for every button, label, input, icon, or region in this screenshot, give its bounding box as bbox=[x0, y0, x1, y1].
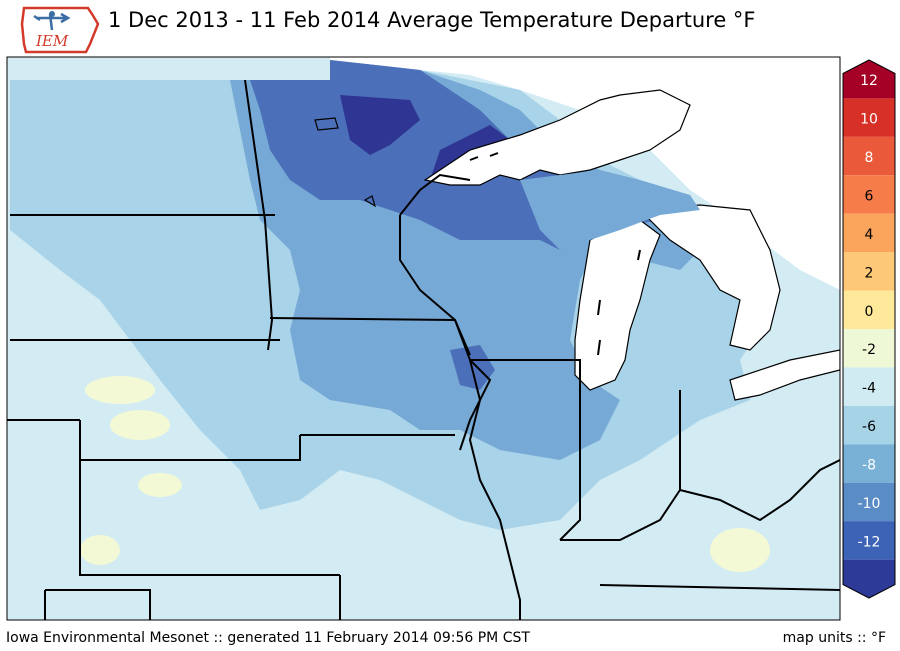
river-boundary bbox=[468, 359, 521, 620]
logo-text: IEM bbox=[35, 32, 69, 50]
state-boundary bbox=[454, 319, 492, 451]
colorbar-segment bbox=[843, 329, 895, 368]
colorbar-tick-label: 10 bbox=[860, 112, 878, 128]
warm-patch bbox=[710, 528, 770, 572]
map-frame bbox=[6, 56, 841, 621]
lake-outline bbox=[314, 117, 339, 131]
state-boundary bbox=[399, 173, 471, 216]
colorbar-segment bbox=[843, 444, 895, 483]
colorbar-segment bbox=[843, 213, 895, 253]
map-title: 1 Dec 2013 - 11 Feb 2014 Average Tempera… bbox=[108, 8, 756, 32]
state-boundary bbox=[80, 435, 301, 461]
state-boundary bbox=[45, 589, 151, 620]
footer-credit: Iowa Environmental Mesonet :: generated … bbox=[6, 630, 530, 646]
state-boundary bbox=[599, 584, 840, 591]
state-boundary bbox=[244, 79, 274, 351]
colorbar-segment bbox=[843, 521, 895, 560]
colorbar-segment bbox=[843, 136, 895, 176]
state-boundary bbox=[679, 459, 840, 522]
colorbar-segment bbox=[843, 175, 895, 214]
state-boundary bbox=[470, 359, 581, 395]
lake-superior bbox=[423, 89, 691, 186]
footer-units: map units :: °F bbox=[782, 630, 886, 646]
colorbar-tick-label: 2 bbox=[865, 265, 874, 281]
colorbar-tick-label: -12 bbox=[858, 534, 881, 550]
colorbar-segment bbox=[843, 60, 895, 99]
colorbar-tick-label: 0 bbox=[865, 304, 874, 320]
warm-patch bbox=[85, 376, 155, 404]
warm-patch bbox=[110, 410, 170, 440]
colorbar-segment bbox=[843, 559, 895, 598]
colorbar-tick-label: -8 bbox=[862, 458, 876, 474]
iem-logo: IEM bbox=[20, 6, 100, 54]
colorbar-segment bbox=[843, 98, 895, 137]
canada-area bbox=[330, 57, 840, 290]
state-boundary bbox=[399, 215, 456, 321]
state-boundary bbox=[560, 489, 681, 541]
colorbar-segment bbox=[843, 482, 895, 522]
colorbar-tick-label: -4 bbox=[862, 381, 876, 397]
colorbar-tick-label: 8 bbox=[865, 150, 874, 166]
weather-vane-icon bbox=[33, 12, 71, 31]
warm-patch bbox=[80, 535, 120, 565]
upper-michigan bbox=[520, 170, 700, 250]
anomaly-band-minus12 bbox=[340, 95, 420, 155]
lake-michigan bbox=[574, 219, 661, 391]
lake-outline bbox=[363, 195, 377, 208]
colorbar-segment bbox=[843, 405, 895, 445]
colorbar-tick-label: 12 bbox=[860, 73, 878, 89]
colorbar-segment bbox=[843, 367, 895, 406]
colorbar-tick-label: -2 bbox=[862, 342, 876, 358]
colorbar-tick-label: 6 bbox=[865, 189, 874, 205]
lake-huron bbox=[638, 204, 781, 351]
warm-patch bbox=[138, 473, 182, 497]
lake-erie bbox=[729, 349, 840, 401]
state-boundary bbox=[559, 395, 581, 541]
colorbar-segment bbox=[843, 290, 895, 329]
colorbar-segment bbox=[843, 252, 895, 291]
colorbar-tick-label: 4 bbox=[865, 227, 874, 243]
state-boundary bbox=[79, 420, 340, 576]
colorbar-tick-label: -6 bbox=[862, 419, 876, 435]
colorbar-tick-label: -10 bbox=[858, 496, 881, 512]
